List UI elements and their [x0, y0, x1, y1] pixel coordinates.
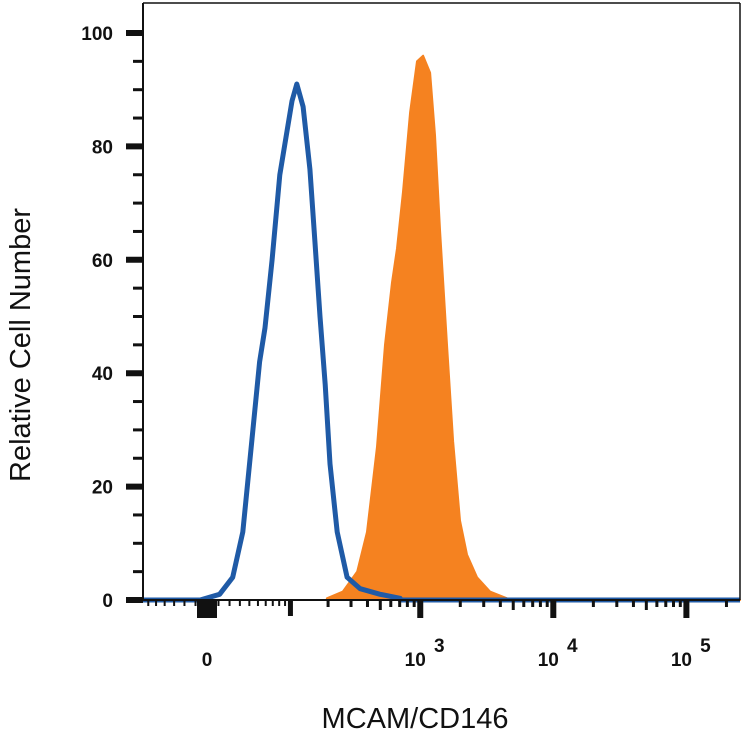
y-tick-label: 100 — [81, 24, 113, 45]
y-axis-title: Relative Cell Number — [5, 208, 37, 482]
x-tick-exponent: 5 — [700, 636, 711, 657]
series-outline-histogram — [143, 81, 740, 603]
y-tick-label: 40 — [92, 364, 113, 385]
y-tick-label: 20 — [92, 478, 113, 499]
x-tick-label: 10 — [538, 650, 559, 671]
x-tick-exponent: 3 — [434, 636, 445, 657]
plot-area — [142, 54, 741, 603]
x-axis-title: MCAM/CD146 — [322, 703, 509, 735]
x-tick-label: 10 — [405, 650, 426, 671]
y-tick-label: 80 — [92, 137, 113, 158]
x-zero-tick — [197, 600, 217, 618]
axes: 0 20 40 60 80 100 0 10 3 10 4 10 5 — [81, 2, 741, 671]
x-tick-label: 0 — [202, 650, 213, 671]
y-tick-label: 0 — [102, 591, 113, 612]
x-tick-label: 10 — [671, 650, 692, 671]
y-tick-label: 60 — [92, 251, 113, 272]
x-tick-exponent: 4 — [567, 636, 578, 657]
series-filled-histogram — [142, 54, 741, 601]
